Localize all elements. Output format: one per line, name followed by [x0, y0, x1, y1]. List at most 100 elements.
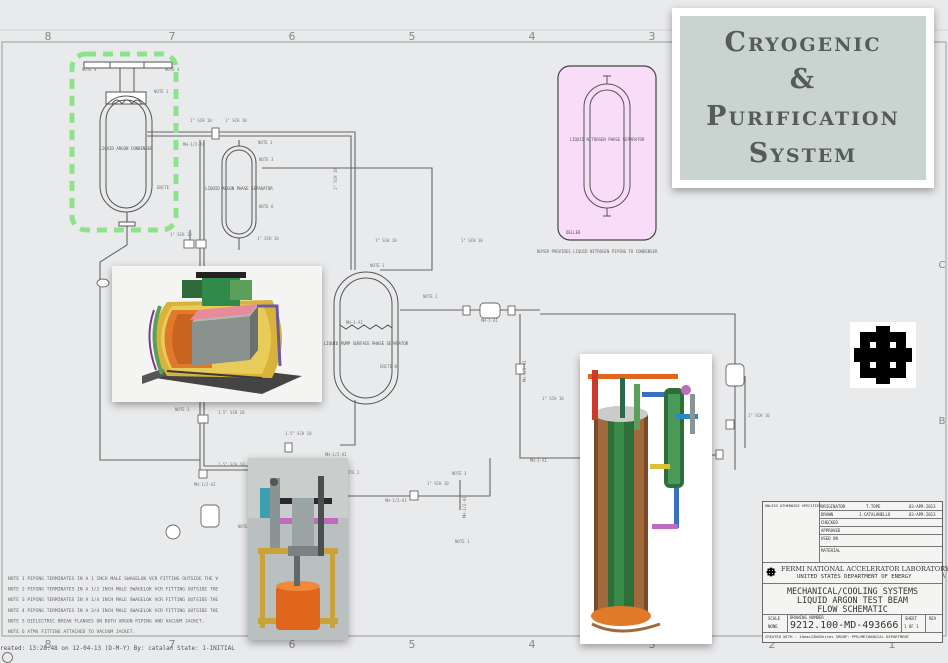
purifier-render-photo [580, 354, 712, 644]
material-label: MATERIAL [821, 548, 841, 553]
drawn-value: J.CATALANELLO [859, 512, 891, 517]
svg-text:1" SCH 10: 1" SCH 10 [427, 481, 449, 486]
department: UNITED STATES DEPARTMENT OF ENERGY [797, 574, 912, 580]
pump-surface-phase-separator [333, 271, 399, 405]
svg-text:1" SCH 10: 1" SCH 10 [190, 118, 212, 123]
svg-text:ENCTE N: ENCTE N [380, 364, 397, 369]
drawing-title-3: FLOW SCHEMATIC [817, 604, 888, 614]
fermilab-logo-icon [850, 322, 916, 388]
svg-text:ENCTE: ENCTE [157, 185, 170, 190]
ruler-label: 5 [409, 30, 416, 43]
drawing-note: NOTE 6 ATMS FITTING ATTACHED TO VACUUM J… [8, 629, 135, 635]
unless-note: UNLESS OTHERWISE SPECIFIED [765, 504, 822, 508]
svg-text:MH-1/2-AI: MH-1/2-AI [462, 496, 467, 518]
svg-text:NOTE 4: NOTE 4 [82, 67, 97, 72]
nitrogen-panel [557, 65, 657, 241]
pump-assembly-photo [248, 458, 348, 640]
svg-text:NOTE 3: NOTE 3 [175, 407, 190, 412]
svg-text:NOTE 3: NOTE 3 [452, 471, 467, 476]
condenser-label: LIQUID ARGON CONDENSER [100, 146, 154, 151]
dewar-tag: DELLER [566, 230, 581, 235]
argon-phase-separator [221, 140, 257, 250]
condenser-highlight-outline [69, 51, 179, 233]
svg-text:1" SCH 10: 1" SCH 10 [748, 413, 770, 418]
valves [96, 127, 745, 540]
drawing-border [1, 41, 947, 637]
svg-text:1" SCH 10: 1" SCH 10 [542, 396, 564, 401]
svg-text:NOTE 1: NOTE 1 [455, 539, 470, 544]
ruler-label: 3 [649, 30, 656, 43]
cryostat-cutaway-photo [112, 266, 322, 402]
buyer-note: BUYER PROVIDES LIQUID NITROGEN PIPING TO… [537, 249, 658, 254]
ruler-label: 8 [45, 30, 52, 43]
sheet-label: SHEET [905, 616, 918, 621]
drawn-label: DRAWN [821, 512, 834, 517]
ruler-label: 3 [649, 638, 656, 651]
svg-text:MH-1-AI: MH-1-AI [481, 318, 498, 323]
svg-text:NOTE 1: NOTE 1 [258, 140, 273, 145]
svg-text:MH-1/2-AI: MH-1/2-AI [183, 142, 205, 147]
used-on-label: USED ON [821, 536, 838, 541]
ruler-label: 2 [769, 638, 776, 651]
ruler-label: 8 [45, 638, 52, 651]
svg-text:NOTE 1: NOTE 1 [370, 263, 385, 268]
ruler-bottom: 8 7 6 5 4 3 2 1 [45, 638, 896, 651]
drawing-note: NOTE 3 PIPING TERMINATES IN A 1/4 INCH M… [8, 597, 218, 603]
drawing-title-1: MECHANICAL/COOLING SYSTEMS [786, 586, 919, 596]
svg-text:1" SCH 10: 1" SCH 10 [170, 232, 192, 237]
originator-value: T.TOPE [866, 504, 881, 509]
ruler-label: 1 [889, 638, 896, 651]
pump-separator-label: LIQUID PUMP SURFACE PHASE SEPARATOR [324, 341, 409, 346]
drawing-note: NOTE 1 PIPING TERMINATES IN A 1 INCH MAL… [8, 576, 218, 582]
checked-label: CHECKED [821, 520, 838, 525]
svg-text:1" SCH 10: 1" SCH 10 [257, 236, 279, 241]
svg-text:1" SCH 10: 1" SCH 10 [461, 238, 483, 243]
svg-text:1" SCH 10: 1" SCH 10 [333, 168, 338, 190]
ruler-label: 6 [289, 30, 296, 43]
drawing-title-2: LIQUID ARGON TEST BEAM [797, 595, 908, 605]
ruler-label: C [939, 260, 946, 271]
svg-text:NOTE 5: NOTE 5 [238, 524, 253, 529]
ruler-label: 6 [289, 638, 296, 651]
drawing-note: NOTE 5 DIELECTRIC BREAK FLANGES ON BOTH … [8, 618, 204, 624]
rev-label: REV [929, 616, 937, 621]
drawing-footer: reated: 13:28:48 on 12-04-13 (D-M-Y) By:… [0, 645, 235, 652]
slide-nav-circle-icon[interactable] [2, 652, 13, 663]
ruler-label: B [939, 416, 946, 427]
drawing-notes: NOTE 1 PIPING TERMINATES IN A 1 INCH MAL… [8, 576, 218, 635]
argon-condenser [83, 61, 173, 227]
title-block-left-notes: UNLESS OTHERWISE SPECIFIED [763, 502, 822, 562]
ruler-label: 7 [169, 638, 176, 651]
svg-text:MH-1/2-AI: MH-1/2-AI [194, 482, 216, 487]
title-card: Cryogenic & Purification System [672, 8, 934, 188]
svg-text:1.5" SCH 10: 1.5" SCH 10 [285, 431, 312, 436]
title-line-3: Purification [706, 101, 900, 132]
nitrogen-phase-separator [583, 75, 631, 217]
ruler-label: 4 [529, 638, 536, 651]
ruler-label: 7 [169, 30, 176, 43]
title-block: UNLESS OTHERWISE SPECIFIED ORIGINATOR T.… [762, 501, 948, 643]
ruler-label: 4 [529, 30, 536, 43]
title-line-4: System [748, 138, 858, 169]
originator-label: ORIGINATOR [821, 504, 846, 509]
svg-text:NOTE 6: NOTE 6 [259, 204, 274, 209]
drawing-number-label: DRAWING NUMBER [790, 615, 824, 620]
phase-separator-label: LIQUID ARGON PHASE SEPARATOR [205, 186, 273, 191]
svg-text:NOTE 3: NOTE 3 [259, 157, 274, 162]
svg-text:1" SCH 10: 1" SCH 10 [225, 118, 247, 123]
svg-text:MH-1/2-AI: MH-1/2-AI [325, 452, 347, 457]
svg-text:NOTE 2: NOTE 2 [345, 470, 360, 475]
svg-text:MH-1-AI: MH-1-AI [530, 458, 547, 463]
svg-text:MH-1/2-AI: MH-1/2-AI [522, 360, 527, 382]
scale-label: SCALE [768, 616, 781, 621]
drawing-note: NOTE 4 PIPING TERMINATES IN A 3/4 INCH M… [8, 608, 218, 614]
svg-text:NOTE 1: NOTE 1 [154, 89, 169, 94]
drawing-number: 9212.100-MD-493666 [790, 620, 899, 631]
svg-text:NOTE 4: NOTE 4 [165, 67, 180, 72]
scale-value: NONE [768, 624, 778, 629]
ruler-label: 5 [409, 638, 416, 651]
drawing-note: NOTE 2 PIPING TERMINATES IN A 1/2 INCH M… [8, 587, 218, 593]
sheet-value: 1 OF 1 [904, 624, 919, 629]
svg-text:1.5" SCH 10: 1.5" SCH 10 [218, 462, 245, 467]
